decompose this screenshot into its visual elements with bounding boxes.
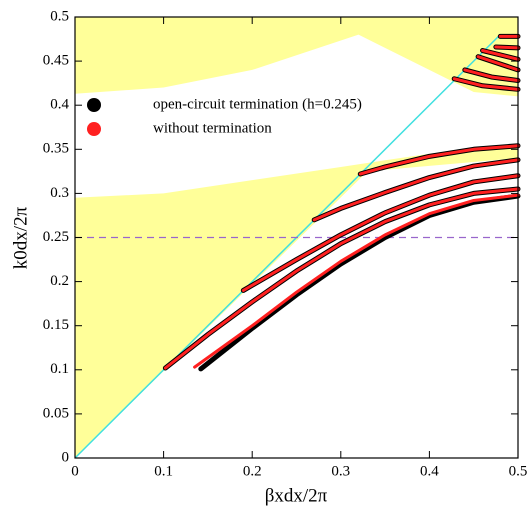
x-tick-label: 0.4	[420, 463, 439, 479]
y-tick-label: 0.45	[43, 53, 69, 69]
legend-label: open-circuit termination (h=0.245)	[153, 96, 362, 112]
y-tick-label: 0.15	[43, 317, 69, 333]
x-tick-label: 0.3	[331, 463, 350, 479]
x-tick-label: 0.1	[154, 463, 173, 479]
y-tick-label: 0.3	[50, 185, 69, 201]
series-line	[163, 34, 520, 370]
y-tick-label: 0.05	[43, 405, 69, 421]
y-tick-label: 0.5	[50, 8, 69, 24]
y-axis-label: k0dx/2π	[10, 206, 31, 269]
x-axis-label: βxdx/2π	[265, 485, 328, 506]
y-tick-label: 0	[62, 449, 70, 465]
light-line	[74, 34, 501, 459]
shaded-region	[75, 17, 518, 97]
x-tick-label: 0	[71, 463, 79, 479]
x-tick-label: 0.2	[243, 463, 262, 479]
shaded-region	[75, 144, 518, 458]
y-tick-label: 0.4	[50, 97, 69, 113]
x-tick-label: 0.5	[509, 463, 528, 479]
y-tick-label: 0.25	[43, 229, 69, 245]
y-tick-label: 0.35	[43, 141, 69, 157]
legend-marker	[87, 122, 101, 136]
legend-marker	[87, 98, 101, 112]
y-tick-label: 0.1	[50, 361, 69, 377]
legend-label: without termination	[153, 120, 272, 136]
y-tick-label: 0.2	[50, 273, 69, 289]
